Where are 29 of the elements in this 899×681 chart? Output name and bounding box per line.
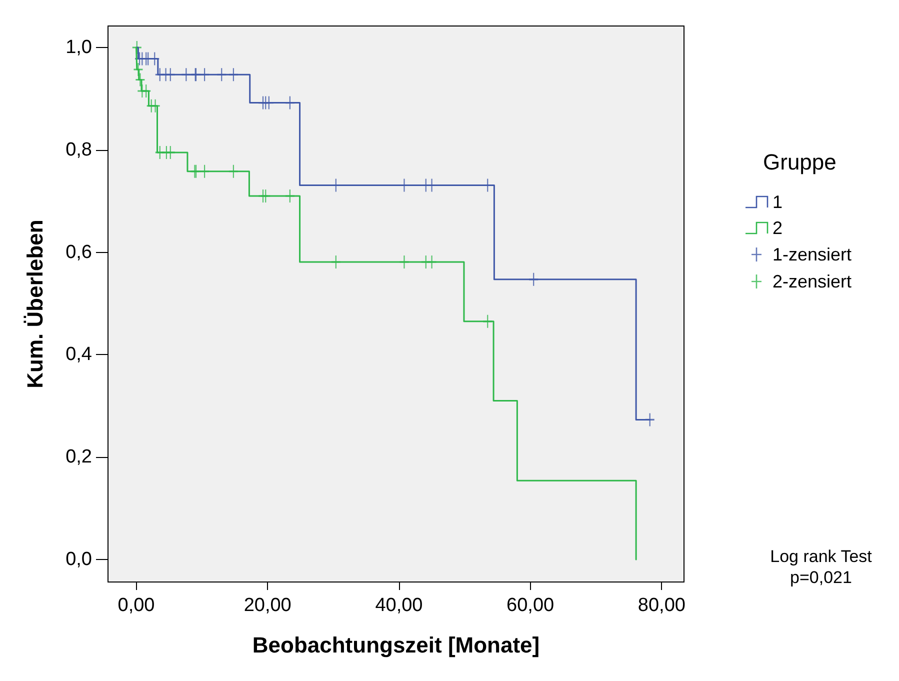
legend-title: Gruppe xyxy=(763,150,836,174)
point xyxy=(140,84,152,98)
y-tick-label: 0,6 xyxy=(66,242,92,263)
x-tick-label: 20,00 xyxy=(244,595,292,616)
y-tick-label: 0,4 xyxy=(66,344,92,366)
y-tick-label: 0,8 xyxy=(66,139,92,160)
point xyxy=(133,62,144,77)
point xyxy=(284,188,296,204)
y-axis-title: Kum. Überleben xyxy=(22,220,48,388)
y-tick-label: 0,2 xyxy=(66,446,92,468)
text: p=0,021 xyxy=(790,568,852,587)
y-tick-label: 0,0 xyxy=(66,548,92,570)
point xyxy=(132,40,142,55)
legend-label: 2-zensiert xyxy=(772,272,852,292)
point xyxy=(399,254,410,270)
x-tick-label: 0,00 xyxy=(118,595,155,616)
legend-label: 2 xyxy=(772,218,783,238)
legend-label: 1 xyxy=(772,192,783,212)
point xyxy=(330,254,342,270)
x-tick-label: 40,00 xyxy=(375,595,423,616)
point xyxy=(260,188,271,204)
x-tick-label: 60,00 xyxy=(506,595,554,616)
point xyxy=(135,72,146,87)
legend-label: 1-zensiert xyxy=(772,244,852,264)
text: Log rank Test xyxy=(770,547,872,566)
x-axis-title: Beobachtungszeit [Monate] xyxy=(252,632,540,658)
y-tick-label: 1,0 xyxy=(66,37,92,58)
x-tick-label: 80,00 xyxy=(638,595,686,616)
point xyxy=(426,254,437,270)
